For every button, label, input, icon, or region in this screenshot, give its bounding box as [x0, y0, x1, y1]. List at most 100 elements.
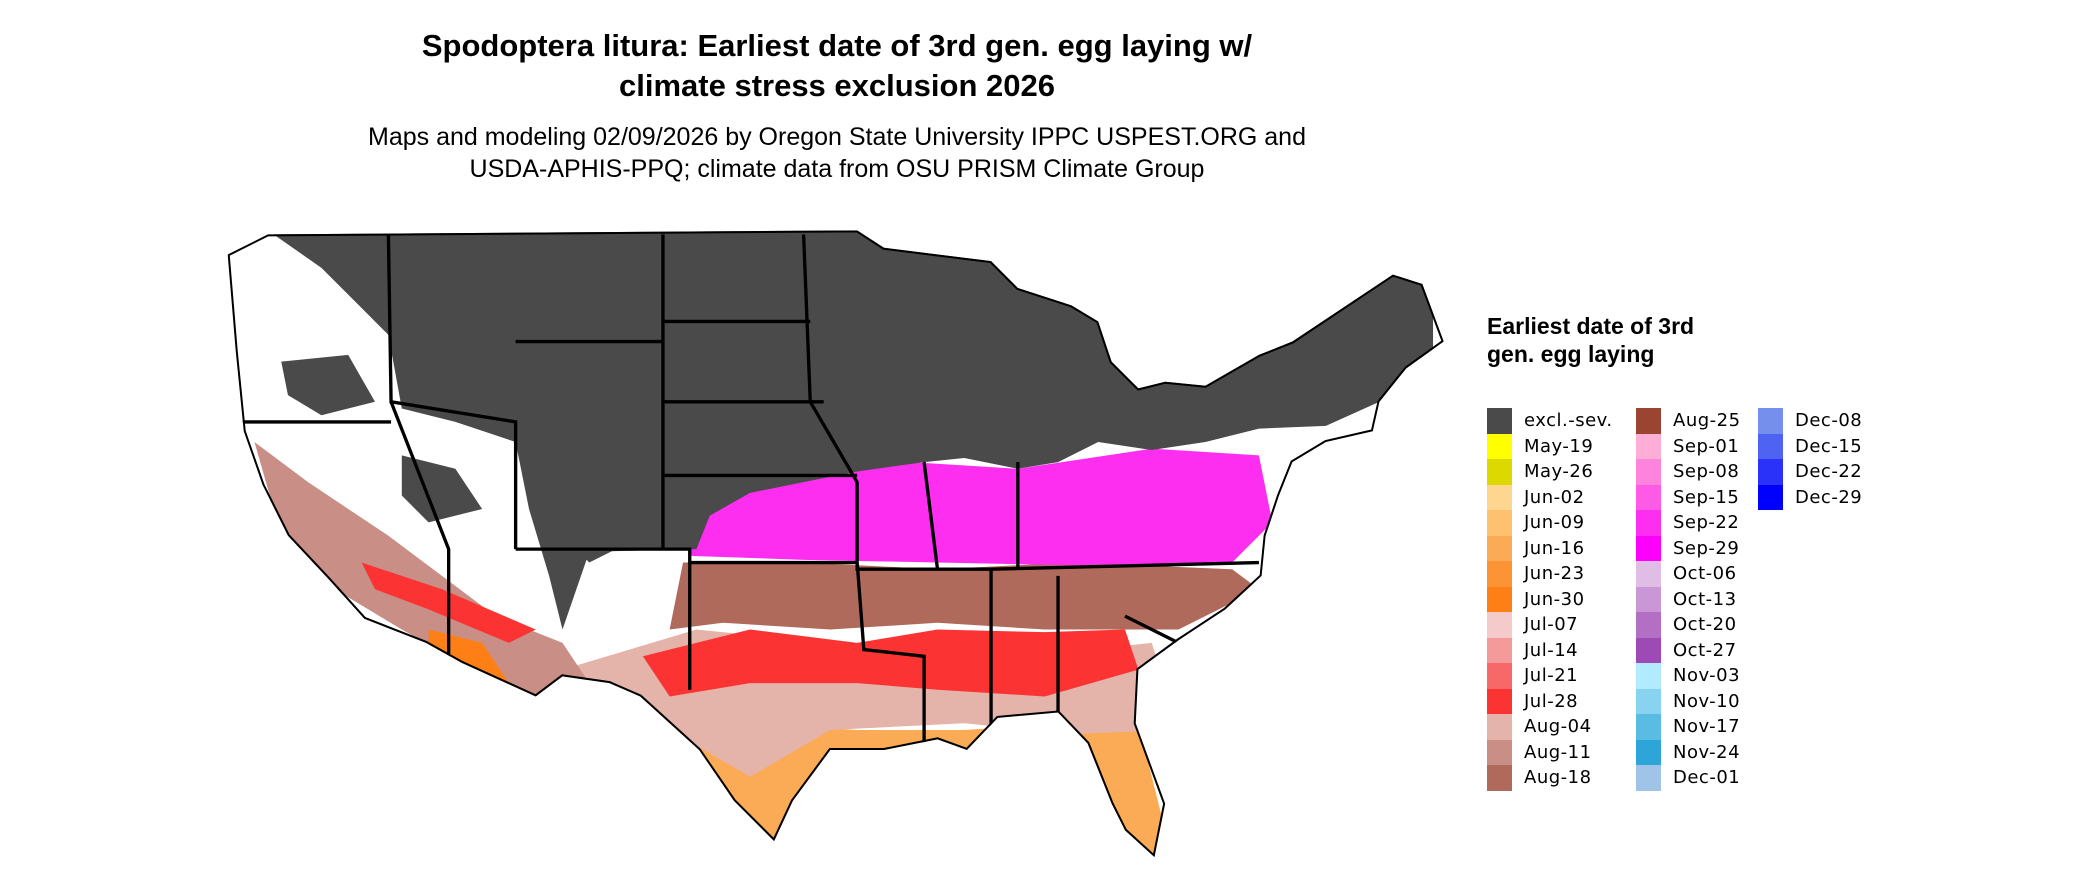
legend-label: Jun-30	[1524, 588, 1585, 610]
legend-swatch	[1636, 433, 1661, 459]
legend-swatch	[1636, 688, 1661, 714]
legend-label: Nov-10	[1673, 690, 1741, 712]
legend-swatch	[1636, 459, 1661, 485]
legend-item: Nov-03	[1636, 663, 1741, 689]
legend-swatch	[1636, 663, 1661, 689]
legend-label: May-26	[1524, 461, 1594, 483]
legend-label: Jul-14	[1524, 639, 1579, 661]
legend-swatch	[1636, 586, 1661, 612]
legend-label: Oct-20	[1673, 614, 1737, 636]
legend-item: Dec-01	[1636, 765, 1741, 791]
legend-item: Aug-04	[1487, 714, 1613, 740]
legend-item: Dec-29	[1758, 484, 1863, 510]
legend-label: Oct-27	[1673, 639, 1737, 661]
title-line-1: Spodoptera litura: Earliest date of 3rd …	[421, 28, 1253, 63]
legend-item: Nov-24	[1636, 739, 1741, 765]
legend-swatch	[1758, 484, 1783, 510]
legend-label: Oct-13	[1673, 588, 1737, 610]
legend-column: excl.-sev. May-19 May-26 Jun-02 Jun-09 Jun-16…	[1487, 408, 1613, 791]
legend-item: Sep-15	[1636, 484, 1741, 510]
region-sep	[689, 448, 1273, 566]
legend-item: Nov-17	[1636, 714, 1741, 740]
legend-item: Aug-25	[1636, 408, 1741, 434]
legend-label: Oct-06	[1673, 563, 1737, 585]
legend-item: Dec-15	[1758, 433, 1863, 459]
legend-label: Sep-22	[1673, 512, 1740, 534]
legend-label: Aug-25	[1673, 410, 1741, 432]
legend-swatch	[1636, 637, 1661, 663]
legend-swatch	[1487, 688, 1512, 714]
legend-label: Jun-02	[1524, 486, 1585, 508]
legend-label: Jun-09	[1524, 512, 1585, 534]
legend-label: Aug-04	[1524, 716, 1592, 738]
legend-label: Dec-29	[1795, 486, 1863, 508]
legend-label: Nov-03	[1673, 665, 1741, 687]
legend-swatch	[1636, 561, 1661, 587]
legend-swatch	[1487, 459, 1512, 485]
legend-label: Jun-23	[1524, 563, 1585, 585]
subtitle-line-1: Maps and modeling 02/09/2026 by Oregon S…	[368, 123, 1306, 151]
legend-item: Jul-14	[1487, 637, 1613, 663]
legend-swatch	[1636, 714, 1661, 740]
legend-item: Dec-22	[1758, 459, 1862, 485]
legend-label: Jul-28	[1524, 690, 1579, 712]
legend-label: Sep-01	[1673, 435, 1740, 457]
region-orange-gulf	[589, 709, 1179, 858]
legend-label: May-19	[1524, 435, 1594, 457]
legend-item: Jun-09	[1487, 510, 1613, 536]
legend-title: Earliest date of 3rd gen. egg laying	[1487, 313, 1695, 367]
legend-label: Jun-16	[1524, 537, 1585, 559]
legend-swatch	[1636, 739, 1661, 765]
legend-label: Jul-07	[1524, 614, 1579, 636]
title-line-2: climate stress exclusion 2026	[619, 68, 1055, 103]
legend-item: Jun-02	[1487, 484, 1613, 510]
legend-swatch	[1487, 765, 1512, 791]
legend-label: Dec-15	[1795, 435, 1863, 457]
region-jul28	[642, 629, 1139, 697]
legend-item: Sep-01	[1636, 433, 1741, 459]
map-raster	[227, 230, 1444, 858]
legend-swatch	[1487, 484, 1512, 510]
legend-item: Jun-30	[1487, 586, 1613, 612]
legend-item: May-19	[1487, 433, 1613, 459]
legend-item: Jul-07	[1487, 612, 1613, 638]
legend-swatch	[1487, 637, 1512, 663]
legend-item: Oct-27	[1636, 637, 1741, 663]
legend-item: Sep-29	[1636, 535, 1741, 561]
legend-swatch	[1487, 714, 1512, 740]
map-subtitle: Maps and modeling 02/09/2026 by Oregon S…	[287, 121, 1387, 185]
legend-swatch	[1758, 433, 1783, 459]
legend-item: Sep-08	[1636, 459, 1741, 485]
legend-swatch	[1636, 765, 1661, 791]
legend-label: Dec-22	[1795, 461, 1863, 483]
legend-label: Dec-08	[1795, 410, 1863, 432]
legend-label: Nov-17	[1673, 716, 1741, 738]
legend-swatch	[1487, 612, 1512, 638]
legend-item: Aug-11	[1487, 739, 1613, 765]
legend-item: Dec-08	[1758, 408, 1862, 434]
legend-label: Sep-15	[1673, 486, 1740, 508]
legend-item: Sep-22	[1636, 510, 1741, 536]
legend-label: Sep-08	[1673, 461, 1740, 483]
legend-column: Dec-08 Dec-15 Dec-22 Dec-29	[1758, 408, 1862, 510]
legend-swatch	[1487, 586, 1512, 612]
legend-item: excl.-sev.	[1487, 408, 1613, 434]
legend-swatch	[1487, 663, 1512, 689]
legend-swatch	[1487, 510, 1512, 536]
legend-label: Aug-11	[1524, 741, 1592, 763]
legend-label: excl.-sev.	[1524, 410, 1613, 432]
legend-label: Nov-24	[1673, 741, 1741, 763]
legend-item: Aug-18	[1487, 765, 1613, 791]
legend-label: Jul-21	[1524, 665, 1579, 687]
legend-swatch	[1487, 739, 1512, 765]
legend-item: Nov-10	[1636, 688, 1741, 714]
legend-item: Oct-13	[1636, 586, 1741, 612]
legend-item: Jul-28	[1487, 688, 1613, 714]
legend-item: Jul-21	[1487, 663, 1613, 689]
legend-swatch	[1487, 561, 1512, 587]
legend-label: Dec-01	[1673, 767, 1741, 789]
legend-label: Aug-18	[1524, 767, 1592, 789]
legend-swatch	[1758, 408, 1783, 434]
legend-swatch	[1636, 612, 1661, 638]
